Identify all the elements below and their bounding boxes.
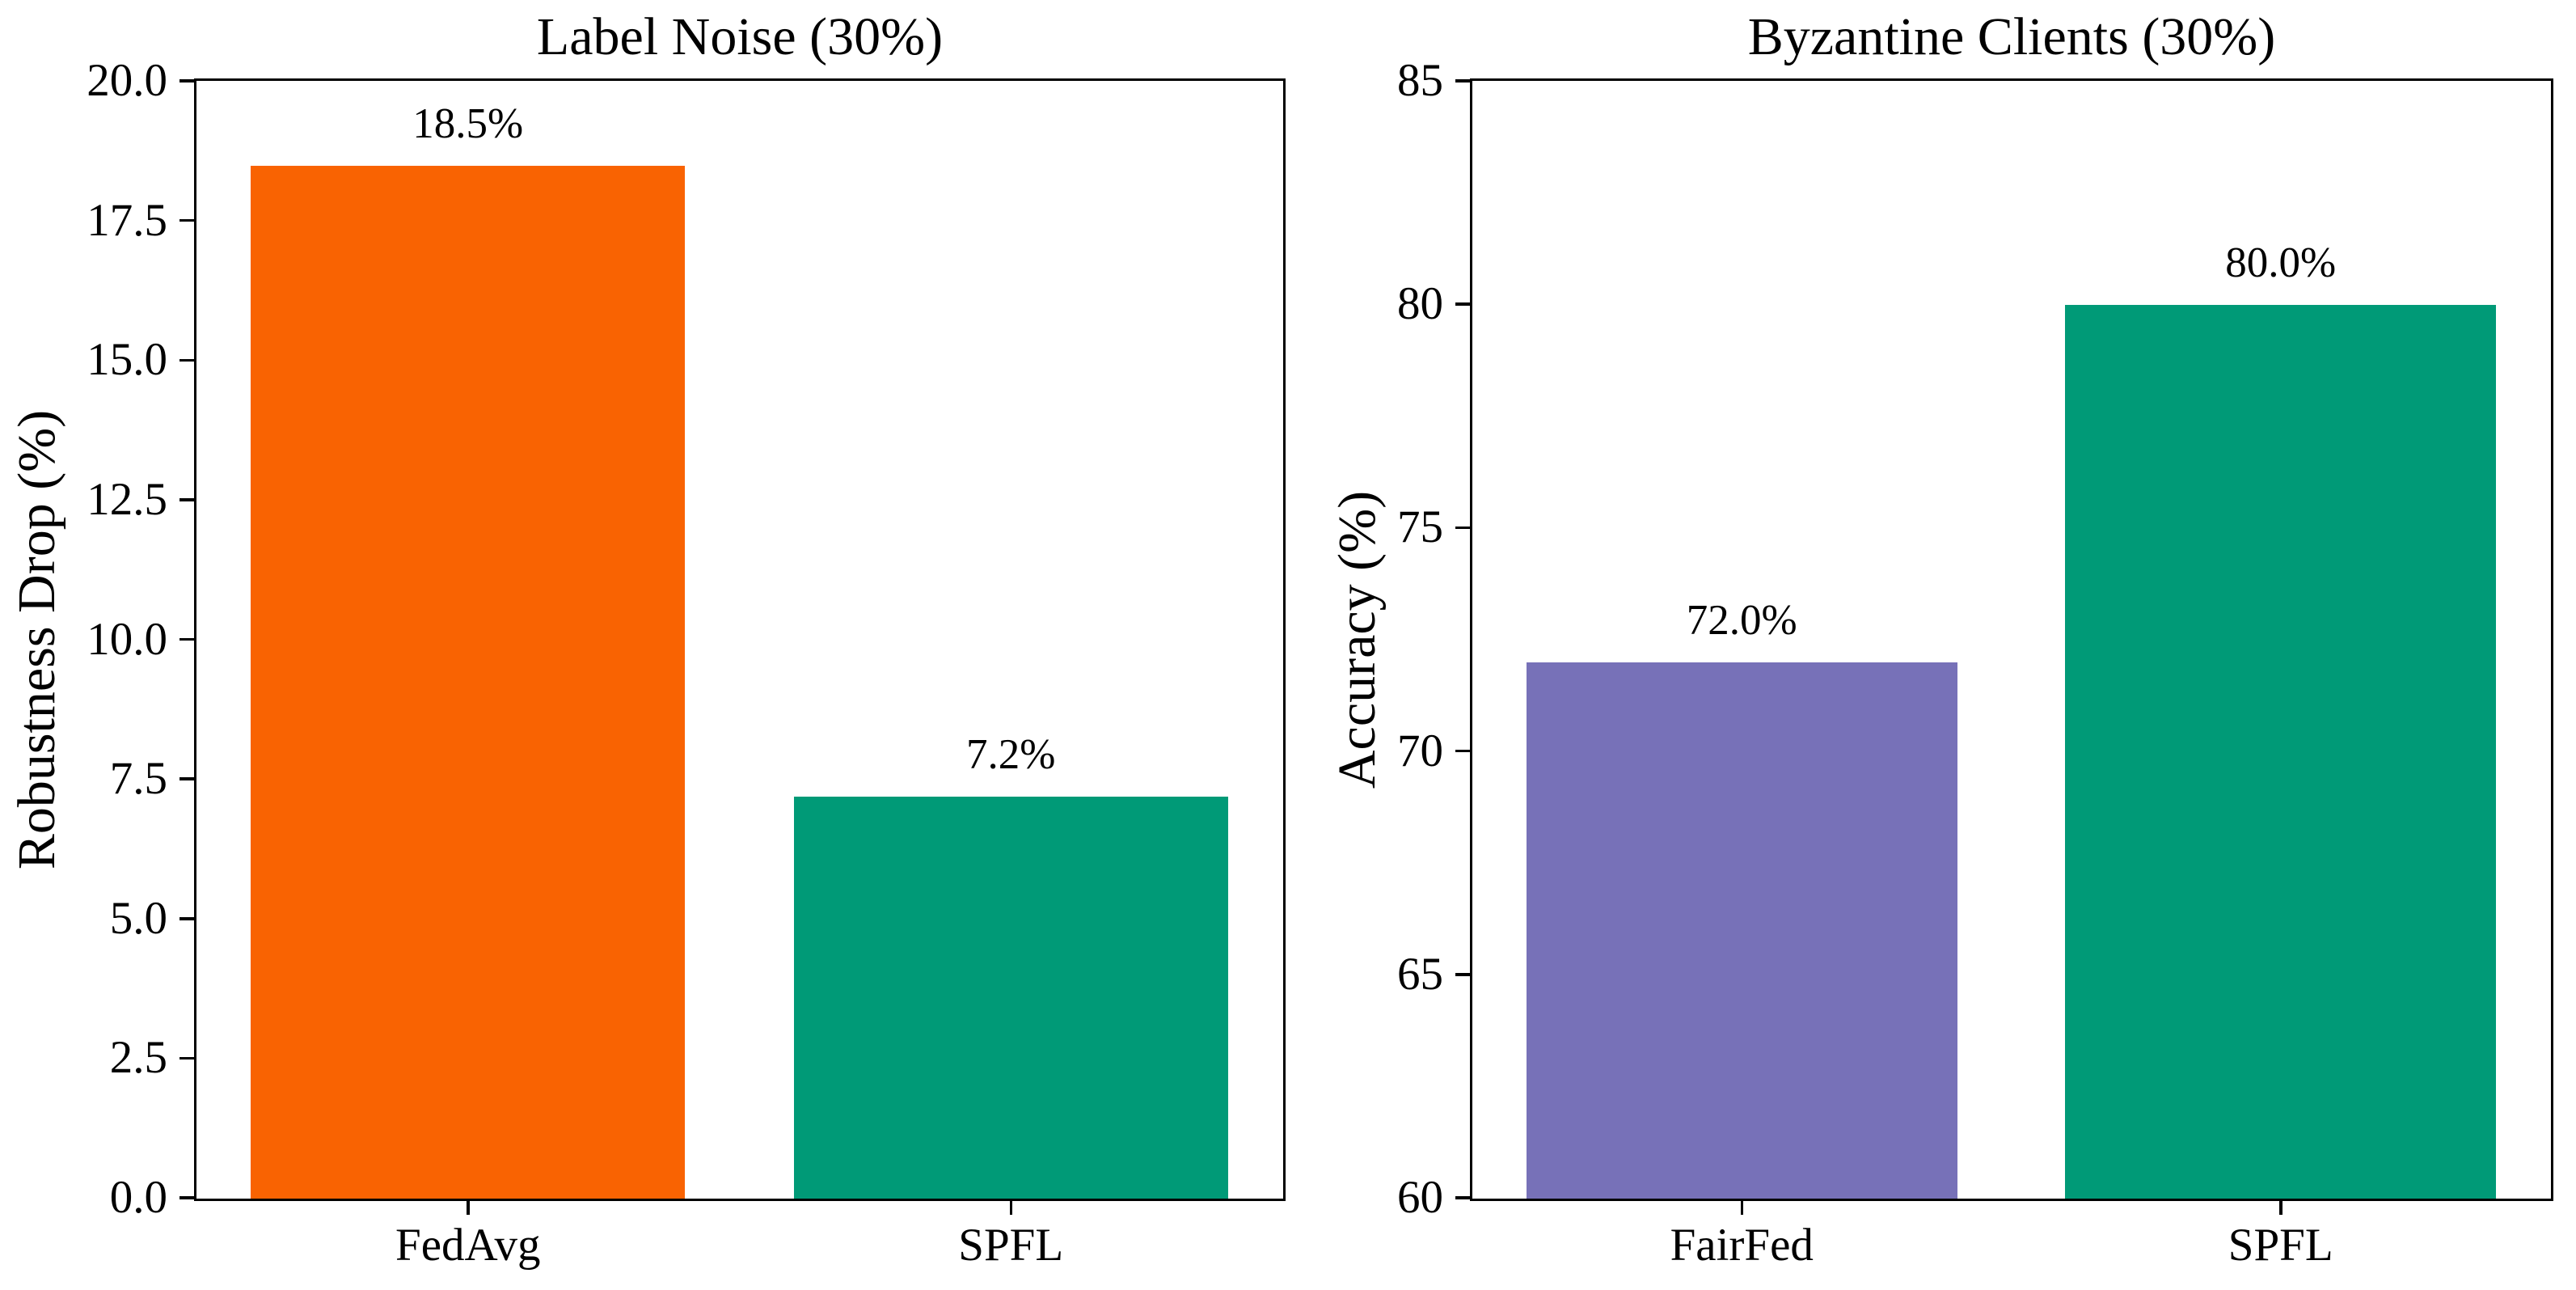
y-tick-mark [1455,526,1472,530]
y-tick-mark [1455,973,1472,976]
bar-spfl [2065,305,2497,1199]
x-tick-mark [2279,1199,2283,1215]
x-tick-label: FairFed [1670,1220,1814,1271]
y-tick-label: 2.5 [109,1032,167,1084]
y-tick-mark [1455,302,1472,306]
y-tick-mark [179,218,196,222]
y-tick-label: 80 [1397,278,1443,330]
y-tick-label: 60 [1397,1172,1443,1223]
chart-byzantine-clients: Byzantine Clients (30%) Accuracy (%) 60 6… [1328,8,2553,1271]
y-tick-label: 7.5 [109,753,167,805]
y-tick-label: 0.0 [109,1172,167,1223]
y-tick-label: 5.0 [109,892,167,944]
y-tick-mark [1455,1196,1472,1199]
y-tick-label: 70 [1397,725,1443,776]
y-tick-mark [179,498,196,501]
x-tick-mark [1009,1199,1012,1215]
y-tick-mark [179,79,196,82]
y-tick-mark [179,637,196,641]
bar-fairfed [1526,662,1957,1199]
bar-spfl [793,796,1228,1199]
bar-value-label: 80.0% [2225,239,2337,287]
x-tick-mark [467,1199,470,1215]
bar-value-label: 18.5% [412,99,524,147]
y-tick-label: 10.0 [87,613,167,665]
x-tick-mark [1740,1199,1743,1215]
chart-title: Label Noise (30%) [536,7,944,66]
x-tick-label: FedAvg [395,1220,541,1271]
y-tick-mark [179,917,196,920]
bar-value-label: 7.2% [966,730,1056,778]
y-tick-mark [1455,79,1472,82]
y-tick-label: 85 [1397,55,1443,106]
y-tick-label: 17.5 [87,194,167,246]
y-tick-label: 20.0 [87,55,167,106]
y-tick-mark [179,777,196,780]
y-tick-label: 15.0 [87,334,167,386]
y-tick-mark [179,1196,196,1199]
y-tick-mark [179,358,196,362]
chart-title: Byzantine Clients (30%) [1747,7,2276,66]
bar-fedavg [251,165,686,1199]
y-tick-label: 65 [1397,948,1443,1000]
y-tick-label: 75 [1397,501,1443,553]
y-tick-mark [1455,749,1472,753]
x-tick-label: SPFL [958,1220,1064,1271]
bar-value-label: 72.0% [1686,597,1797,645]
y-tick-label: 12.5 [87,473,167,525]
chart-label-noise: Label Noise (30%) Robustness Drop (%) 0.… [7,8,1286,1271]
x-tick-label: SPFL [2228,1220,2333,1271]
y-tick-mark [179,1056,196,1060]
